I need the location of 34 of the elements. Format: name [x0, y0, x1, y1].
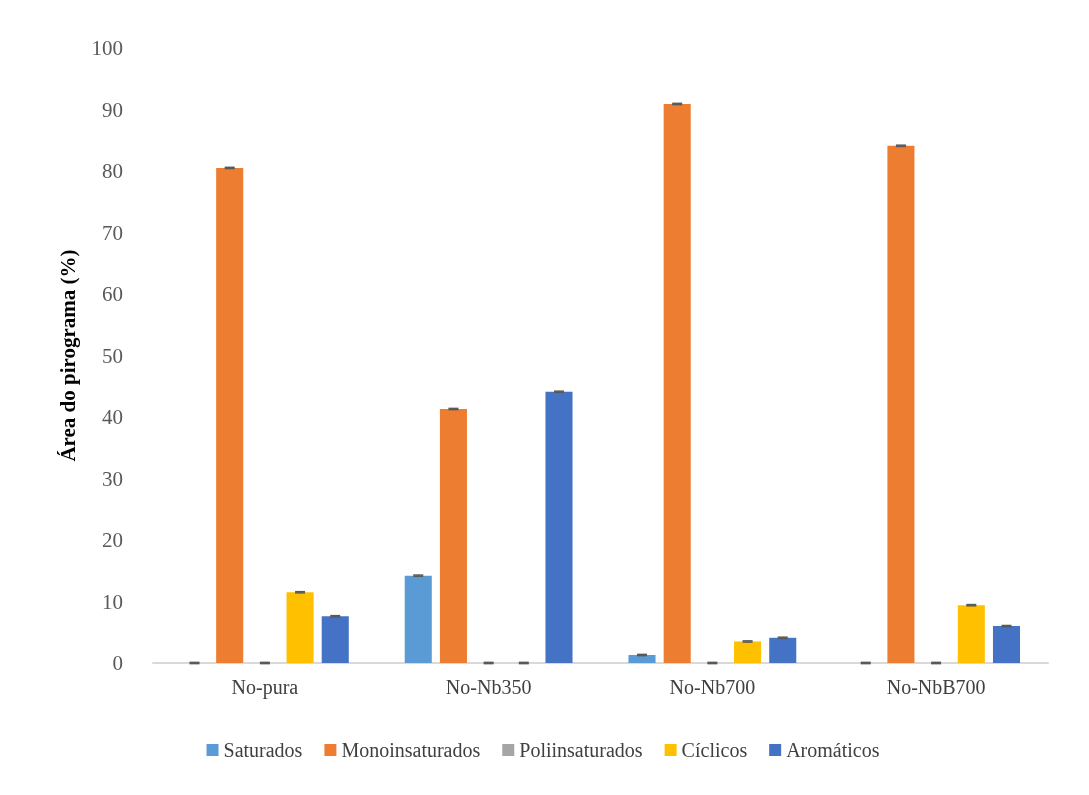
bar — [286, 592, 314, 663]
x-tick-label: No-NbB700 — [886, 676, 986, 698]
bar — [992, 626, 1021, 663]
y-tick-label: 10 — [102, 589, 123, 614]
bar — [404, 575, 432, 663]
bar — [628, 655, 656, 663]
y-tick-label: 70 — [102, 220, 123, 245]
bar — [663, 103, 691, 663]
x-tick-label: No-pura — [231, 676, 299, 699]
legend-label: Cíclicos — [681, 739, 748, 761]
legend-label: Aromáticos — [786, 739, 880, 761]
y-tick-label: 90 — [102, 97, 123, 122]
y-axis-title: Área do pirograma (%) — [55, 249, 80, 462]
legend-label: Monoinsaturados — [341, 739, 481, 761]
bar — [545, 391, 573, 663]
y-tick-label: 80 — [102, 159, 123, 183]
bar — [216, 167, 244, 663]
bar — [321, 616, 349, 663]
y-tick-label: 60 — [102, 282, 123, 306]
bar — [957, 605, 985, 663]
bar — [734, 641, 762, 663]
bar — [887, 145, 915, 663]
y-tick-label: 50 — [102, 343, 123, 368]
y-tick-label: 100 — [91, 36, 123, 60]
y-tick-label: 30 — [102, 466, 123, 491]
bar — [769, 637, 797, 663]
x-tick-label: No-Nb700 — [669, 676, 756, 698]
y-tick-label: 20 — [102, 528, 123, 552]
x-tick-label: No-Nb350 — [445, 676, 532, 698]
y-tick-label: 40 — [102, 405, 123, 429]
legend-label: Saturados — [223, 739, 303, 761]
y-tick-label: 0 — [112, 651, 123, 675]
legend-label: Poliinsaturados — [519, 739, 643, 761]
bar — [439, 409, 467, 663]
